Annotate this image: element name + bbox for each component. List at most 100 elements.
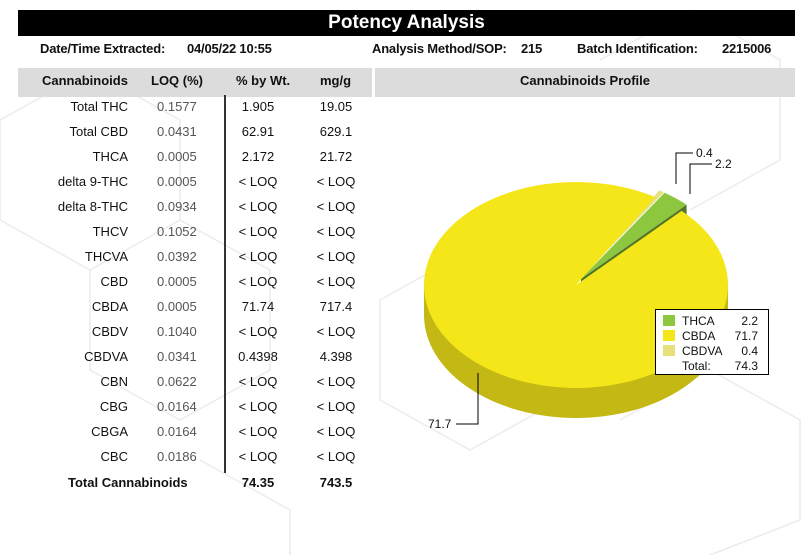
data-label-thca: 2.2: [715, 157, 732, 171]
cannabinoid-name: CBDVA: [84, 349, 128, 364]
method-value: 215: [521, 41, 543, 56]
table-header: Cannabinoids LOQ (%) % by Wt. mg/g: [18, 68, 372, 97]
pct-value: < LOQ: [238, 224, 278, 239]
loq-value: 0.0392: [157, 249, 197, 264]
mg-value: 629.1: [319, 124, 353, 139]
table-row: CBC 0.0186 < LOQ < LOQ: [18, 444, 372, 469]
mg-value: 717.4: [319, 299, 353, 314]
loq-value: 0.0164: [157, 399, 197, 414]
legend-value: 2.2: [741, 314, 758, 328]
pct-value: < LOQ: [238, 399, 278, 414]
cannabinoid-name: CBG: [99, 399, 128, 414]
slice-cbda: [423, 181, 728, 388]
table-row: Total THC 0.1577 1.905 19.05: [18, 94, 372, 119]
pct-value: 2.172: [241, 149, 275, 164]
legend-label: THCA: [682, 314, 715, 328]
column-divider: [224, 95, 226, 473]
table-row: delta 8-THC 0.0934 < LOQ < LOQ: [18, 194, 372, 219]
table-row: THCA 0.0005 2.172 21.72: [18, 144, 372, 169]
pct-value: 62.91: [241, 124, 275, 139]
batch-value: 2215006: [722, 41, 772, 56]
mg-value: < LOQ: [316, 449, 356, 464]
cannabinoid-name: Total THC: [70, 99, 128, 114]
pct-value: < LOQ: [238, 174, 278, 189]
cannabinoid-name: THCVA: [84, 249, 128, 264]
table-row: THCV 0.1052 < LOQ < LOQ: [18, 219, 372, 244]
table-row: CBDVA 0.0341 0.4398 4.398: [18, 344, 372, 369]
mg-value: < LOQ: [316, 199, 356, 214]
mg-value: < LOQ: [316, 324, 356, 339]
loq-value: 0.1052: [157, 224, 197, 239]
cannabinoid-name: CBC: [100, 449, 128, 464]
pct-value: < LOQ: [238, 449, 278, 464]
pct-value: < LOQ: [238, 324, 278, 339]
chart-legend: THCA 2.2 CBDA 71.7 CBDVA 0.4 Total: 74.3: [655, 309, 769, 375]
total-mg: 743.5: [319, 475, 353, 490]
legend-swatch-cbdva: [663, 345, 675, 356]
legend-value: 71.7: [734, 329, 758, 343]
legend-total-value: 74.3: [734, 359, 758, 373]
mg-value: 4.398: [319, 349, 353, 364]
pct-value: < LOQ: [238, 374, 278, 389]
total-pct: 74.35: [241, 475, 275, 490]
mg-value: < LOQ: [316, 399, 356, 414]
mg-value: < LOQ: [316, 374, 356, 389]
mg-value: < LOQ: [316, 274, 356, 289]
data-label-cbda: 71.7: [428, 417, 452, 431]
legend-total-label: Total:: [682, 359, 711, 373]
legend-label: CBDVA: [682, 344, 723, 358]
mg-value: 19.05: [319, 99, 353, 114]
cannabinoid-name: Total CBD: [69, 124, 128, 139]
loq-value: 0.0005: [157, 174, 197, 189]
table-row: Total CBD 0.0431 62.91 629.1: [18, 119, 372, 144]
loq-value: 0.0164: [157, 424, 197, 439]
loq-value: 0.0005: [157, 274, 197, 289]
leader-line: [456, 373, 479, 425]
batch-label: Batch Identification:: [577, 41, 698, 56]
leader-line: [689, 163, 712, 194]
loq-value: 0.0341: [157, 349, 197, 364]
legend-label: CBDA: [682, 329, 716, 343]
cannabinoid-name: CBD: [100, 274, 128, 289]
extracted-value: 04/05/22 10:55: [187, 41, 272, 56]
col-pct: % by Wt.: [236, 73, 291, 88]
pct-value: < LOQ: [238, 249, 278, 264]
table-row: delta 9-THC 0.0005 < LOQ < LOQ: [18, 169, 372, 194]
cannabinoid-name: THCV: [92, 224, 128, 239]
loq-value: 0.0431: [157, 124, 197, 139]
table-row: CBGA 0.0164 < LOQ < LOQ: [18, 419, 372, 444]
loq-value: 0.0005: [157, 299, 197, 314]
pct-value: 0.4398: [238, 349, 278, 364]
legend-value: 0.4: [741, 344, 758, 358]
mg-value: 21.72: [319, 149, 353, 164]
cannabinoid-name: THCA: [92, 149, 128, 164]
col-loq: LOQ (%): [151, 73, 203, 88]
pct-value: < LOQ: [238, 424, 278, 439]
pct-value: < LOQ: [238, 274, 278, 289]
mg-value: < LOQ: [316, 224, 356, 239]
col-mg: mg/g: [320, 73, 352, 88]
method-label: Analysis Method/SOP:: [372, 41, 507, 56]
cannabinoid-name: delta 9-THC: [57, 174, 128, 189]
table-row: THCVA 0.0392 < LOQ < LOQ: [18, 244, 372, 269]
loq-value: 0.0186: [157, 449, 197, 464]
cannabinoid-name: CBDV: [91, 324, 128, 339]
mg-value: < LOQ: [316, 424, 356, 439]
pct-value: < LOQ: [238, 199, 278, 214]
pct-value: 71.74: [241, 299, 275, 314]
legend-swatch-thca: [663, 315, 675, 326]
cannabinoid-name: CBDA: [91, 299, 128, 314]
pct-value: 1.905: [241, 99, 275, 114]
mg-value: < LOQ: [316, 174, 356, 189]
total-row: Total Cannabinoids 74.35 743.5: [18, 475, 372, 495]
leader-line: [675, 152, 693, 184]
slice-thca: [580, 192, 687, 279]
cannabinoid-name: CBN: [100, 374, 128, 389]
loq-value: 0.1040: [157, 324, 197, 339]
cannabinoid-name: delta 8-THC: [57, 199, 128, 214]
chart-title: Cannabinoids Profile: [375, 68, 795, 97]
cannabinoid-name: CBGA: [91, 424, 128, 439]
table-row: CBDV 0.1040 < LOQ < LOQ: [18, 319, 372, 344]
data-label-cbdva: 0.4: [696, 146, 713, 160]
